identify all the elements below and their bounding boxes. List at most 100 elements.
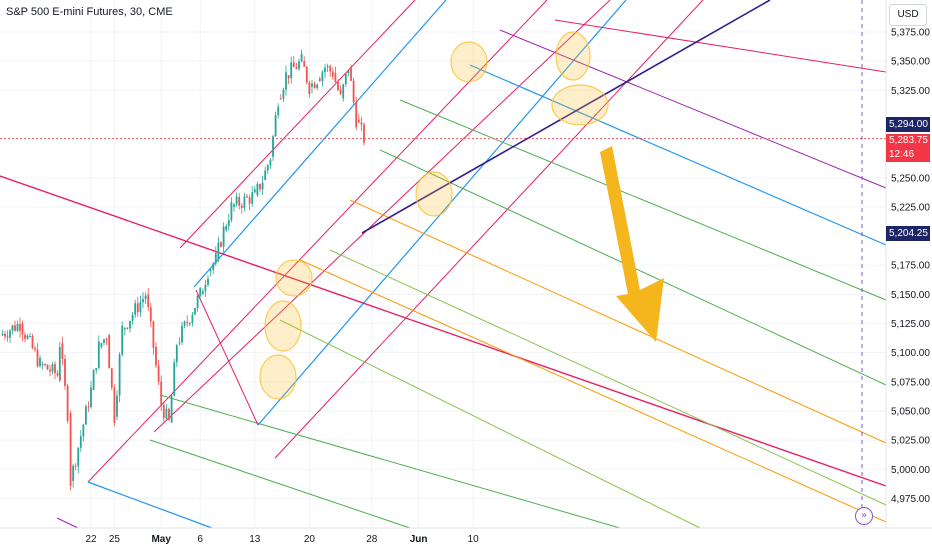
price-tick-label: 5,100.00 <box>891 348 930 359</box>
price-tag-lower: 5,204.25 <box>886 226 930 241</box>
channel-line-blue <box>193 0 447 288</box>
candle-body <box>29 335 31 337</box>
price-tick-label: 5,375.00 <box>891 28 930 39</box>
candle-body <box>233 204 235 207</box>
pitchfork-line-pink <box>554 19 887 73</box>
candle-body <box>181 325 183 343</box>
candle-body <box>277 106 280 116</box>
candle-body <box>6 336 9 338</box>
channel-line-red <box>274 0 704 459</box>
candle-body <box>290 62 293 79</box>
time-tick-label: 6 <box>197 534 203 545</box>
candle-body <box>90 387 92 407</box>
annotation-overlays[interactable] <box>259 31 664 400</box>
candle-body <box>272 136 274 157</box>
candle-body <box>147 294 150 308</box>
channel-line-red <box>87 0 548 483</box>
candle-body <box>16 323 19 331</box>
candle-body <box>230 202 233 221</box>
candle-body <box>49 369 51 372</box>
candle-body <box>116 395 118 417</box>
candle-body <box>129 320 131 329</box>
pitchfork-line-orange <box>299 259 887 523</box>
candle-body <box>287 75 290 79</box>
candle-body <box>77 447 80 467</box>
candle-body <box>274 115 277 137</box>
candle-body <box>110 368 113 388</box>
candle-body <box>175 345 178 363</box>
candle-body <box>350 66 352 81</box>
candle-body <box>344 73 347 85</box>
candlestick-series <box>1 49 365 491</box>
candle-body <box>142 298 144 303</box>
time-axis[interactable]: 22 25 May 6 13 20 28 Jun 10 <box>0 527 932 545</box>
time-tick-label: 28 <box>366 534 378 545</box>
candle-body <box>298 61 300 69</box>
pivot-connector <box>195 289 259 426</box>
candle-body <box>357 119 360 123</box>
candle-body <box>251 192 254 204</box>
price-tick-label: 5,000.00 <box>891 465 930 476</box>
candle-body <box>324 67 326 73</box>
candle-body <box>321 72 324 82</box>
highlight-ellipse <box>450 41 488 83</box>
candle-body <box>217 242 220 260</box>
candle-body <box>173 362 176 396</box>
candle-body <box>24 334 26 339</box>
candle-body <box>162 405 165 419</box>
candle-body <box>134 303 137 315</box>
pitchfork-line-orange <box>349 199 887 444</box>
candle-body <box>313 83 316 89</box>
chart-title: S&P 500 E-mini Futures, 30, CME <box>6 6 173 18</box>
candle-body <box>199 287 202 296</box>
candle-body <box>9 330 11 338</box>
candle-body <box>225 226 228 231</box>
candle-body <box>157 365 160 382</box>
candle-body <box>246 196 248 198</box>
candle-body <box>74 465 77 467</box>
time-tick-label: 13 <box>249 534 261 545</box>
candle-body <box>51 364 54 372</box>
pitchfork-line-lightgreen <box>329 249 887 506</box>
time-tick-label: 10 <box>468 534 480 545</box>
candle-body <box>108 335 111 369</box>
candle-body <box>4 333 6 337</box>
pitchfork-drawings[interactable] <box>0 0 887 529</box>
candle-body <box>44 364 46 366</box>
candle-body <box>186 321 189 323</box>
bearish-arrow-icon <box>600 146 664 342</box>
candle-body <box>279 98 282 100</box>
price-tick-label: 5,350.00 <box>891 57 930 68</box>
price-tick-label: 5,025.00 <box>891 436 930 447</box>
candle-body <box>188 322 191 324</box>
candle-body <box>100 343 103 347</box>
highlight-ellipse <box>264 300 302 352</box>
highlight-ellipse <box>275 259 313 297</box>
chart-grid <box>0 0 886 528</box>
candle-body <box>196 295 199 308</box>
candle-body <box>69 413 72 486</box>
candle-body <box>220 242 222 247</box>
candle-body <box>285 72 287 90</box>
candle-body <box>144 295 147 299</box>
pitchfork-line-green <box>149 439 411 529</box>
candle-body <box>105 339 108 341</box>
candle-body <box>238 196 241 206</box>
currency-button[interactable]: USD <box>889 4 927 26</box>
goto-realtime-button[interactable]: » <box>855 507 873 525</box>
candle-body <box>46 364 49 370</box>
candle-body <box>152 321 155 348</box>
candle-body <box>118 354 121 396</box>
price-axis[interactable]: 5,375.00 5,350.00 5,325.00 5,250.00 5,225.00… <box>885 0 932 550</box>
candle-body <box>363 124 365 143</box>
candle-body <box>92 370 95 390</box>
candle-body <box>339 89 342 94</box>
candle-body <box>113 387 116 424</box>
candle-body <box>305 66 308 83</box>
candle-body <box>34 348 36 350</box>
candle-body <box>311 83 313 87</box>
price-tick-label: 5,175.00 <box>891 261 930 272</box>
candle-body <box>82 424 85 437</box>
highlight-ellipse <box>555 31 591 81</box>
